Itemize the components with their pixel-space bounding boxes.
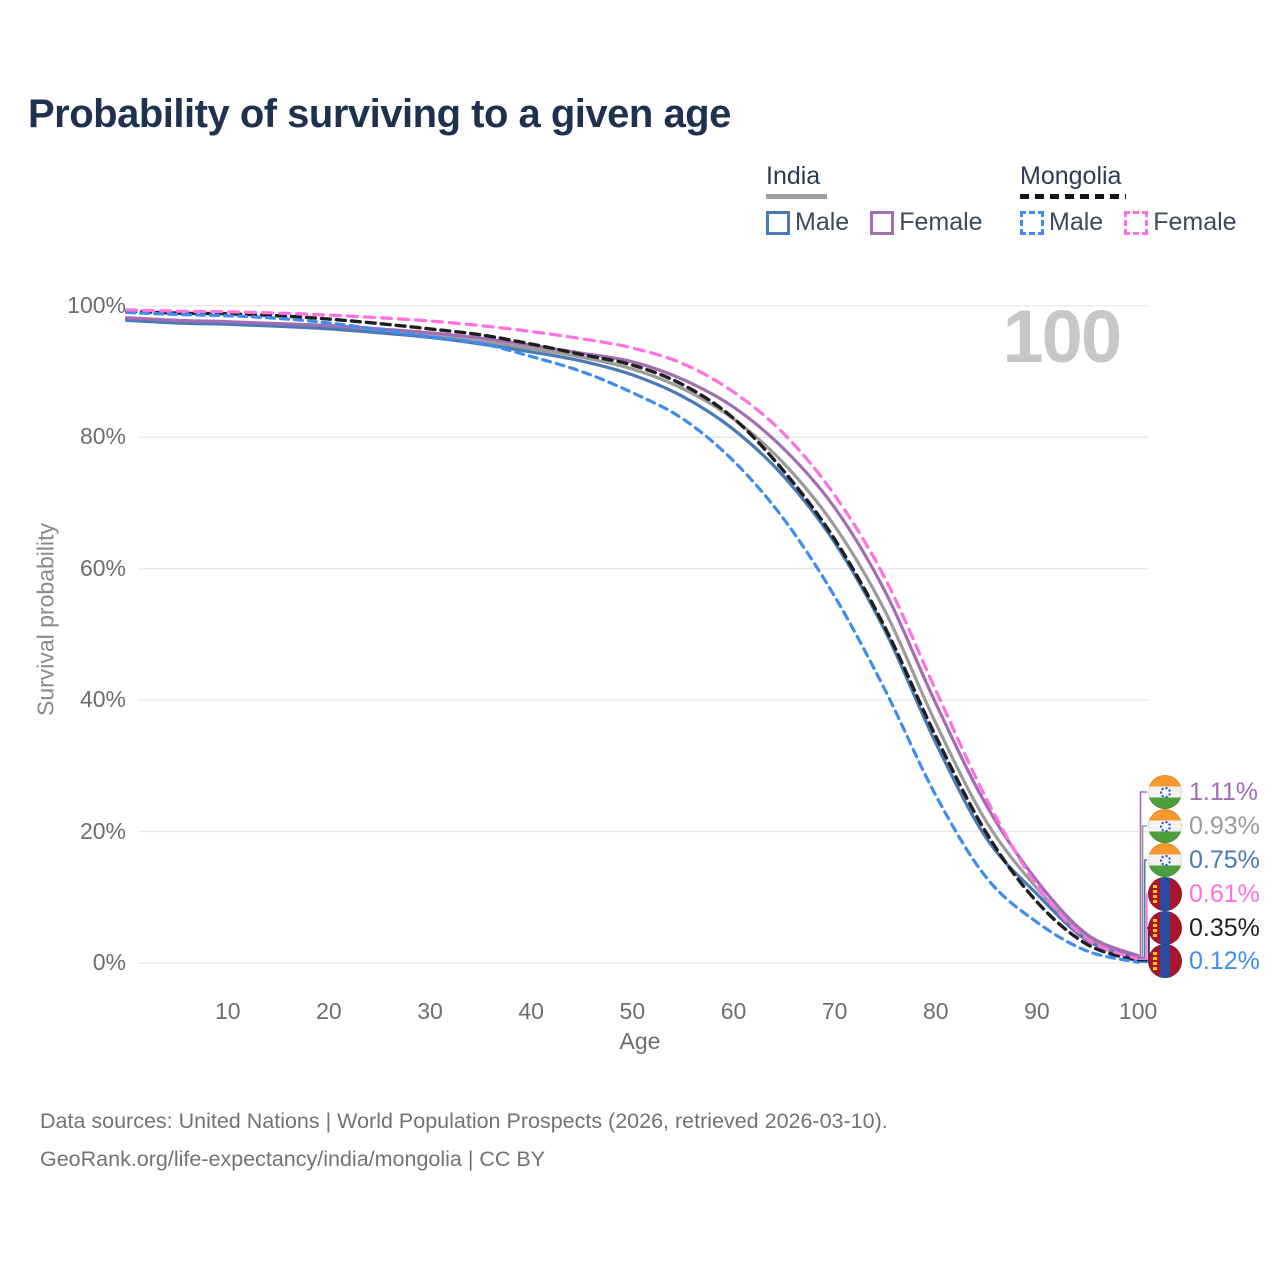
legend-item-label: Female <box>899 208 983 236</box>
end-label-value: 0.93% <box>1189 811 1260 840</box>
leader-line <box>1137 825 1147 958</box>
footer-note: Data sources: United Nations | World Pop… <box>40 1102 888 1178</box>
curve-india <box>125 317 1140 959</box>
mongolia-flag-icon <box>1148 911 1182 945</box>
legend-item-india-female[interactable]: Female <box>870 208 983 237</box>
y-tick-label: 20% <box>79 817 126 844</box>
legend-group-india-title: India <box>766 162 821 190</box>
curve-mongolia-male <box>125 310 1140 964</box>
y-tick-label: 80% <box>79 423 126 450</box>
legend-item-mongolia-male[interactable]: Male <box>1020 208 1103 237</box>
x-tick-label: 20 <box>316 998 342 1024</box>
end-label-india-male: 0.75% <box>1148 843 1260 877</box>
india-male-swatch-icon <box>766 210 790 235</box>
x-tick-label: 100 <box>1118 998 1158 1024</box>
end-label-value: 0.75% <box>1189 845 1260 874</box>
legend-item-label: Female <box>1153 208 1237 236</box>
india-flag-icon <box>1148 775 1182 809</box>
india-flag-icon <box>1148 843 1182 877</box>
y-axis-title: Survival probability <box>32 522 59 717</box>
mongolia-line-swatch <box>1020 194 1126 199</box>
legend-group-mongolia: Mongolia Male Female <box>1020 162 1237 237</box>
page-title: Probability of surviving to a given age <box>28 92 731 136</box>
x-axis-title: Age <box>619 1028 661 1054</box>
leader-line <box>1137 859 1147 959</box>
x-tick-label: 40 <box>518 998 544 1024</box>
curve-india-male <box>125 318 1140 960</box>
data-sources-line: Data sources: United Nations | World Pop… <box>40 1109 888 1133</box>
end-label-mongolia-male: 0.12% <box>1148 944 1260 978</box>
legend-group-mongolia-title: Mongolia <box>1020 162 1122 190</box>
citation-line: GeoRank.org/life-expectancy/india/mongol… <box>40 1147 546 1171</box>
x-tick-label: 50 <box>619 998 646 1024</box>
mongolia-male-swatch-icon <box>1020 210 1044 235</box>
y-tick-label: 60% <box>79 554 126 581</box>
mongolia-female-swatch-icon <box>1124 210 1149 235</box>
y-tick-label: 100% <box>67 291 126 318</box>
end-label-india-all: 0.93% <box>1148 809 1260 843</box>
end-label-value: 0.61% <box>1189 879 1260 908</box>
end-label-value: 1.11% <box>1189 777 1259 806</box>
legend-group-india: India Male Female <box>766 162 983 237</box>
india-line-swatch <box>766 194 827 199</box>
x-tick-label: 70 <box>821 998 848 1024</box>
x-tick-label: 30 <box>417 998 443 1024</box>
legend-item-label: Male <box>1049 208 1104 236</box>
end-label-mongolia-female: 0.61% <box>1148 877 1260 911</box>
curve-mongolia-female <box>125 308 1140 961</box>
x-tick-label: 80 <box>923 998 949 1024</box>
x-tick-label: 90 <box>1024 998 1050 1024</box>
legend-item-label: Male <box>795 208 850 236</box>
curve-india-female <box>125 316 1140 958</box>
curve-mongolia <box>124 309 1140 963</box>
x-tick-label: 10 <box>214 998 241 1024</box>
end-label-india-female: 1.11% <box>1148 775 1258 809</box>
hover-age-watermark: 100 <box>1002 295 1122 378</box>
end-label-mongolia-all: 0.35% <box>1148 911 1260 945</box>
x-tick-label: 60 <box>720 998 747 1024</box>
end-label-value: 0.35% <box>1189 913 1260 942</box>
mongolia-flag-icon <box>1148 877 1182 911</box>
leader-line <box>1137 791 1147 957</box>
india-flag-icon <box>1148 809 1182 843</box>
legend-item-mongolia-female[interactable]: Female <box>1124 208 1237 237</box>
y-tick-label: 40% <box>79 686 126 713</box>
leader-line <box>1137 927 1150 962</box>
leader-line <box>1137 893 1148 960</box>
end-label-value: 0.12% <box>1189 946 1260 975</box>
india-female-swatch-icon <box>870 210 895 235</box>
legend-item-india-male[interactable]: Male <box>766 208 849 237</box>
mongolia-flag-icon <box>1148 944 1182 978</box>
y-tick-label: 0% <box>92 949 126 975</box>
